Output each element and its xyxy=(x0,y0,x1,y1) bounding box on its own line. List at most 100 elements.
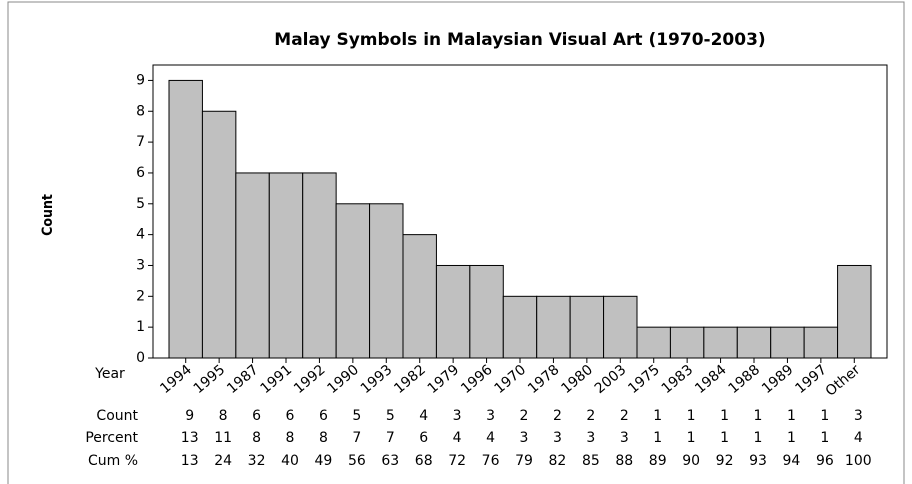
bar xyxy=(235,172,270,359)
bar xyxy=(669,326,705,359)
row-label: Cum % xyxy=(88,453,138,469)
count-cell: 1 xyxy=(754,408,763,424)
count-cell: 6 xyxy=(286,408,295,424)
y-tick-label: 2 xyxy=(136,288,145,304)
bar xyxy=(569,295,605,359)
count-cell: 3 xyxy=(854,408,863,424)
count-cell: 8 xyxy=(219,408,228,424)
percent-cell: 7 xyxy=(352,430,361,446)
cum-percent-cell: 76 xyxy=(482,453,500,469)
row-label: Count xyxy=(96,408,138,424)
count-cell: 2 xyxy=(520,408,529,424)
bar xyxy=(603,295,638,359)
cum-percent-cell: 72 xyxy=(448,453,466,469)
bar xyxy=(201,110,237,359)
bar xyxy=(402,234,437,359)
frame xyxy=(7,1,905,484)
bar xyxy=(536,295,571,359)
cum-percent-cell: 24 xyxy=(214,453,232,469)
count-cell: 1 xyxy=(720,408,729,424)
percent-cell: 8 xyxy=(319,430,328,446)
bar xyxy=(369,203,404,359)
percent-cell: 7 xyxy=(386,430,395,446)
percent-cell: 3 xyxy=(586,430,595,446)
y-tick-label: 1 xyxy=(136,319,145,335)
count-cell: 1 xyxy=(653,408,662,424)
count-cell: 1 xyxy=(687,408,696,424)
x-axis-label: Year xyxy=(94,366,125,382)
bar xyxy=(168,79,203,359)
y-tick-label: 7 xyxy=(136,134,145,150)
percent-cell: 1 xyxy=(787,430,796,446)
cum-percent-cell: 40 xyxy=(281,453,299,469)
count-cell: 2 xyxy=(620,408,629,424)
cum-percent-cell: 93 xyxy=(749,453,767,469)
chart-title: Malay Symbols in Malaysian Visual Art (1… xyxy=(274,30,765,50)
count-cell: 6 xyxy=(319,408,328,424)
percent-cell: 4 xyxy=(854,430,863,446)
bar xyxy=(703,326,738,359)
count-cell: 5 xyxy=(352,408,361,424)
cum-percent-cell: 85 xyxy=(582,453,600,469)
cum-percent-cell: 13 xyxy=(181,453,199,469)
count-cell: 2 xyxy=(586,408,595,424)
count-cell: 4 xyxy=(419,408,428,424)
bar xyxy=(268,172,304,359)
row-label: Percent xyxy=(85,430,138,446)
percent-cell: 6 xyxy=(419,430,428,446)
percent-cell: 3 xyxy=(520,430,529,446)
bar xyxy=(435,264,471,359)
cum-percent-cell: 90 xyxy=(682,453,700,469)
bar xyxy=(770,326,805,359)
percent-cell: 1 xyxy=(720,430,729,446)
cum-percent-cell: 89 xyxy=(649,453,667,469)
bar xyxy=(335,203,371,359)
count-cell: 5 xyxy=(386,408,395,424)
count-cell: 9 xyxy=(185,408,194,424)
y-tick-label: 9 xyxy=(136,72,145,88)
cum-percent-cell: 32 xyxy=(248,453,266,469)
percent-cell: 1 xyxy=(754,430,763,446)
cum-percent-cell: 94 xyxy=(783,453,801,469)
bar xyxy=(803,326,839,359)
bar xyxy=(302,172,337,359)
y-tick-label: 8 xyxy=(136,103,145,119)
y-tick-label: 5 xyxy=(136,196,145,212)
percent-cell: 1 xyxy=(687,430,696,446)
count-cell: 3 xyxy=(453,408,462,424)
y-tick-label: 3 xyxy=(136,257,145,273)
count-cell: 2 xyxy=(553,408,562,424)
cum-percent-cell: 68 xyxy=(415,453,433,469)
cum-percent-cell: 92 xyxy=(716,453,734,469)
percent-cell: 8 xyxy=(286,430,295,446)
y-tick-label: 4 xyxy=(136,227,145,243)
y-tick-label: 6 xyxy=(136,165,145,181)
cum-percent-cell: 56 xyxy=(348,453,366,469)
bar xyxy=(837,264,872,359)
percent-cell: 1 xyxy=(653,430,662,446)
percent-cell: 13 xyxy=(181,430,199,446)
bar xyxy=(469,264,504,359)
cum-percent-cell: 49 xyxy=(315,453,333,469)
bar xyxy=(502,295,538,359)
cum-percent-cell: 96 xyxy=(816,453,834,469)
cum-percent-cell: 100 xyxy=(845,453,872,469)
cum-percent-cell: 82 xyxy=(549,453,567,469)
bar xyxy=(636,326,671,359)
percent-cell: 8 xyxy=(252,430,261,446)
percent-cell: 11 xyxy=(214,430,232,446)
percent-cell: 3 xyxy=(553,430,562,446)
count-cell: 6 xyxy=(252,408,261,424)
y-tick-label: 0 xyxy=(136,350,145,366)
percent-cell: 3 xyxy=(620,430,629,446)
bar xyxy=(736,326,772,359)
cum-percent-cell: 88 xyxy=(615,453,633,469)
count-cell: 3 xyxy=(486,408,495,424)
count-cell: 1 xyxy=(787,408,796,424)
percent-cell: 4 xyxy=(453,430,462,446)
y-axis-label: Count xyxy=(40,194,56,236)
count-cell: 1 xyxy=(820,408,829,424)
cum-percent-cell: 63 xyxy=(381,453,399,469)
cum-percent-cell: 79 xyxy=(515,453,533,469)
